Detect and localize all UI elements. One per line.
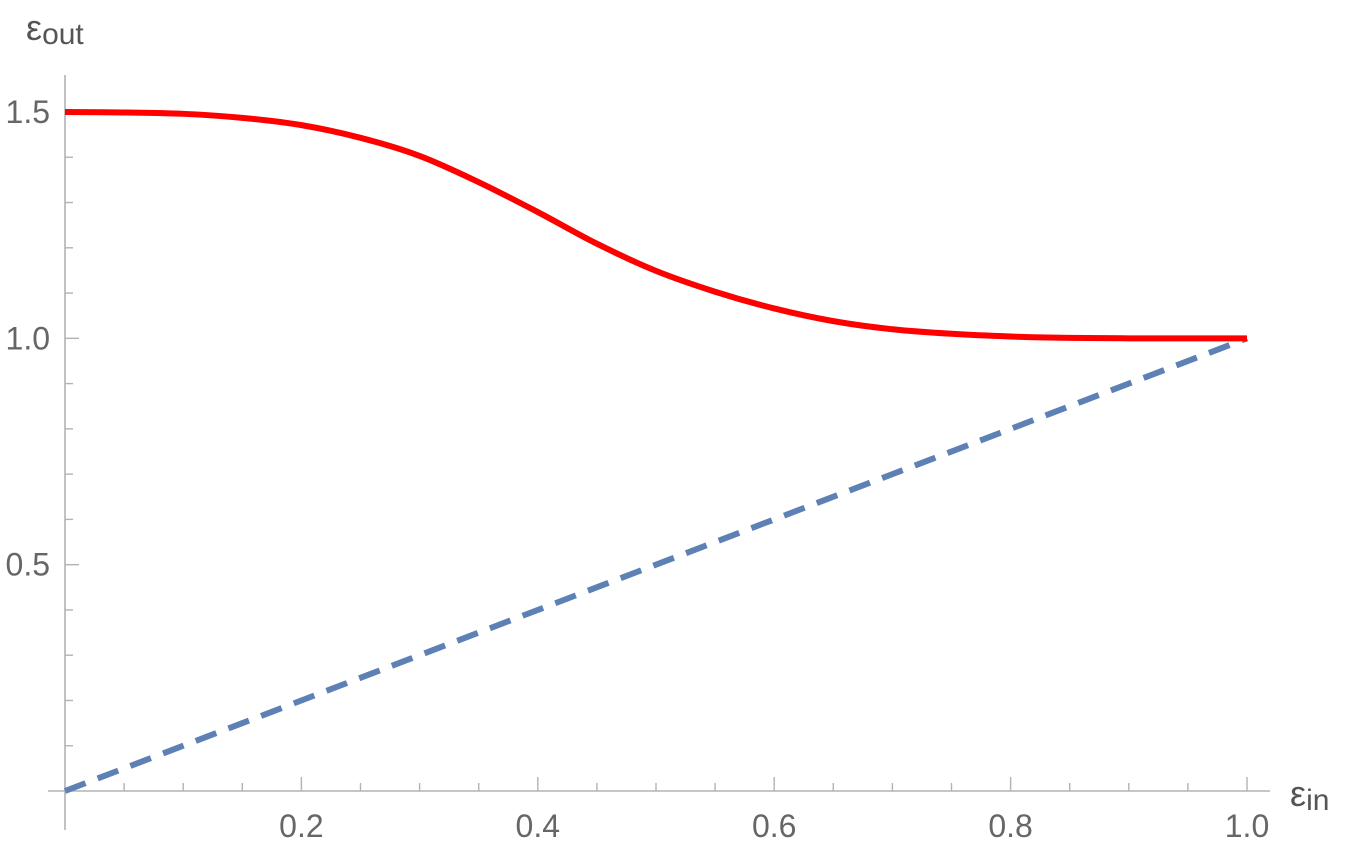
x-tick-label: 0.4 [516, 808, 560, 844]
y-tick-label: 1.5 [6, 94, 50, 130]
y-axis-label-base: ε [26, 7, 42, 48]
y-axis-label: εout [26, 7, 84, 51]
series-solid-line [64, 109, 1247, 342]
y-axis-label-sub: out [42, 18, 84, 51]
x-tick-label: 0.2 [279, 808, 323, 844]
x-axis-label: εin [1290, 773, 1329, 817]
x-axis-label-base: ε [1290, 773, 1306, 814]
x-tick-label: 0.6 [752, 808, 796, 844]
x-tick-label: 1.0 [1225, 808, 1269, 844]
x-tick-label: 0.8 [988, 808, 1032, 844]
ticks [65, 111, 1248, 791]
tick-labels: 0.2 0.4 0.6 0.8 1.0 0.5 1.0 1.5 [6, 94, 1270, 844]
y-tick-label: 0.5 [6, 547, 50, 583]
axes [48, 75, 1270, 830]
series-dashed-line [63, 335, 1249, 794]
series-group [63, 109, 1249, 794]
x-axis-label-sub: in [1306, 784, 1329, 817]
y-tick-label: 1.0 [6, 320, 50, 356]
